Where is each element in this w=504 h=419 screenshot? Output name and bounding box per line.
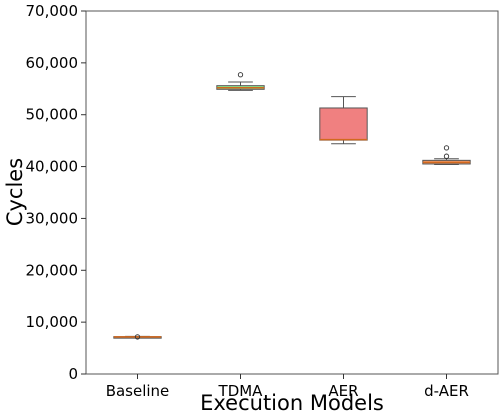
outlier-point: [443, 145, 450, 151]
y-tick-label: 10,000: [26, 313, 79, 331]
x-tick-label: Baseline: [106, 382, 170, 400]
y-tick-label: 0: [68, 365, 78, 383]
plot-area-frame: [85, 10, 499, 375]
y-tick-label: 70,000: [26, 2, 79, 20]
y-tick-label: 60,000: [26, 54, 79, 72]
x-tick-label: d-AER: [424, 382, 469, 400]
y-axis: 0 10,000 20,000 30,000 40,000 50,000 60,000 70,…: [26, 2, 86, 383]
y-tick-label: 20,000: [26, 261, 79, 279]
x-axis: Baseline TDMA AER d-AER: [106, 374, 469, 400]
y-tick-label: 50,000: [26, 106, 79, 124]
outlier-point: [443, 153, 450, 159]
x-tick-label: TDMA: [218, 382, 264, 400]
box-body: [319, 107, 368, 141]
y-tick-label: 30,000: [26, 209, 79, 227]
box-series: [113, 72, 471, 340]
box-tdma: [216, 72, 265, 91]
outlier-point: [134, 334, 141, 340]
box-aer: [319, 96, 368, 145]
box-baseline: [113, 334, 162, 340]
x-axis-title: Execution Models: [200, 391, 384, 415]
y-tick-label: 40,000: [26, 158, 79, 176]
x-tick-label: AER: [328, 382, 358, 400]
y-axis-title: Cycles: [3, 158, 27, 226]
box-d-aer: [422, 145, 471, 165]
outlier-point: [237, 72, 244, 78]
